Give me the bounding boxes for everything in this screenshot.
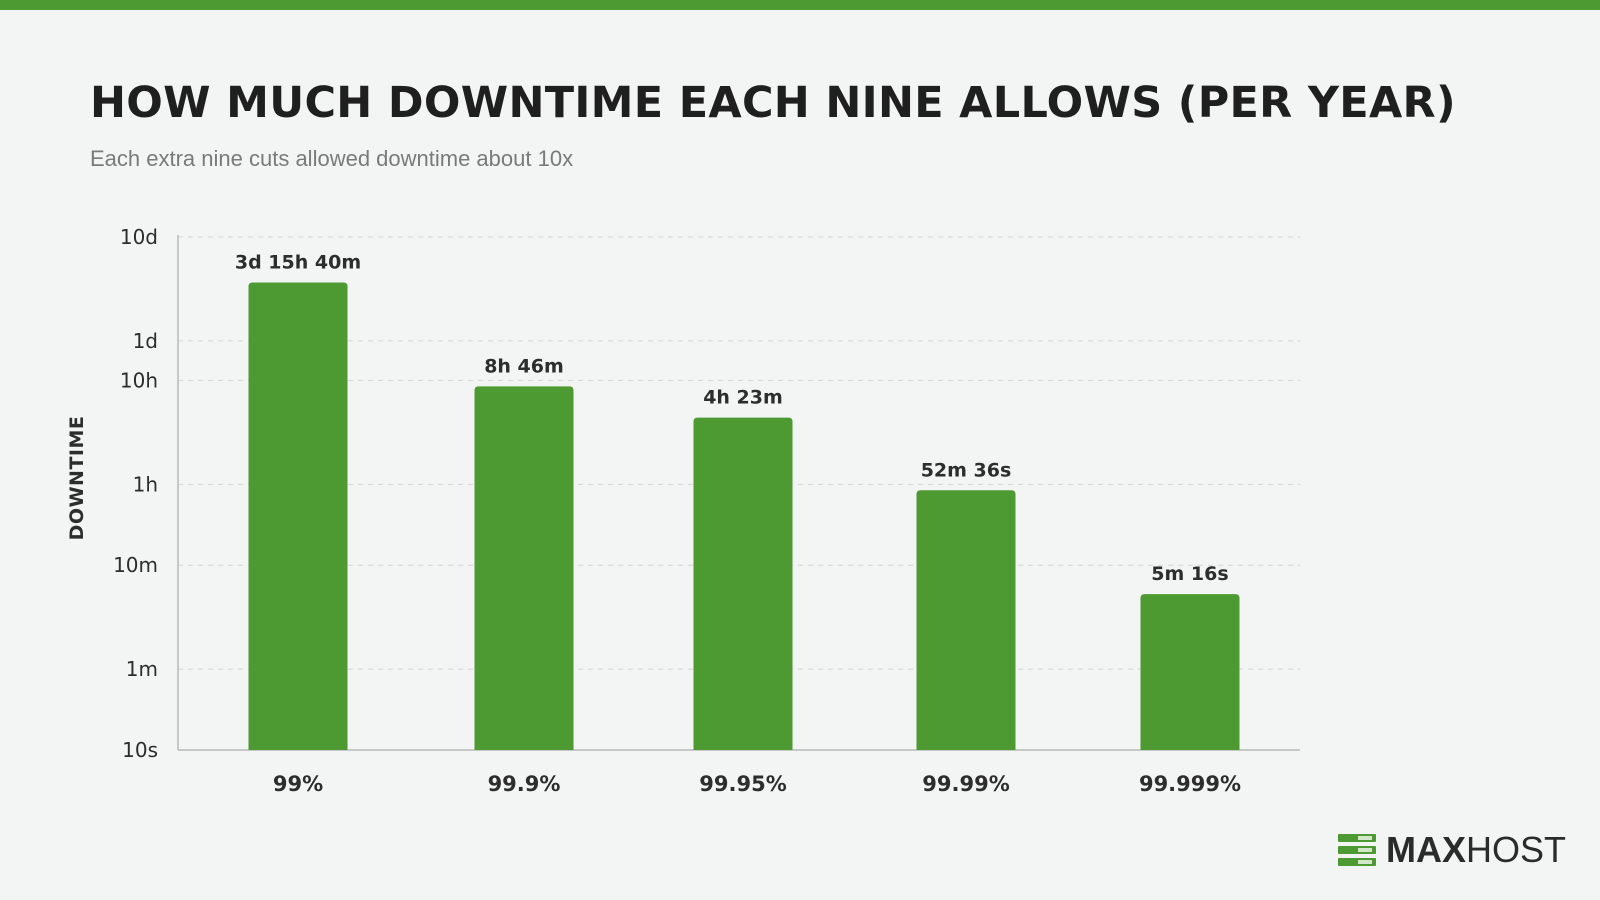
bar	[916, 490, 1016, 750]
brand-name-bold: MAX	[1386, 829, 1466, 870]
bar	[474, 386, 574, 750]
y-tick-label: 1d	[133, 329, 158, 353]
y-tick-label: 10s	[122, 738, 158, 762]
x-tick-label: 99%	[273, 772, 323, 796]
top-accent-bar	[0, 0, 1600, 10]
y-tick-label: 1h	[133, 472, 158, 496]
x-tick-label: 99.9%	[488, 772, 561, 796]
bar	[248, 282, 348, 750]
server-rack-icon	[1338, 834, 1376, 866]
data-label: 8h 46m	[484, 355, 564, 377]
data-label: 5m 16s	[1151, 563, 1228, 585]
chart-title: HOW MUCH DOWNTIME EACH NINE ALLOWS (PER …	[90, 78, 1456, 128]
y-axis-title: DOWNTIME	[66, 416, 88, 541]
brand-name: MAXHOST	[1386, 832, 1566, 868]
chart-subtitle: Each extra nine cuts allowed downtime ab…	[90, 146, 574, 171]
y-tick-label: 10h	[120, 368, 158, 392]
bar	[1140, 594, 1240, 750]
y-tick-label: 10m	[113, 553, 158, 577]
x-tick-label: 99.999%	[1139, 772, 1241, 796]
brand-logo: MAXHOST	[1338, 828, 1566, 872]
data-label: 4h 23m	[703, 387, 783, 409]
brand-name-regular: HOST	[1466, 829, 1567, 870]
data-label: 52m 36s	[921, 459, 1012, 481]
x-tick-label: 99.99%	[922, 772, 1009, 796]
y-tick-label: 1m	[126, 657, 158, 681]
data-label: 3d 15h 40m	[235, 251, 361, 273]
x-tick-label: 99.95%	[699, 772, 786, 796]
bar	[693, 417, 793, 750]
y-tick-label: 10d	[120, 225, 158, 249]
